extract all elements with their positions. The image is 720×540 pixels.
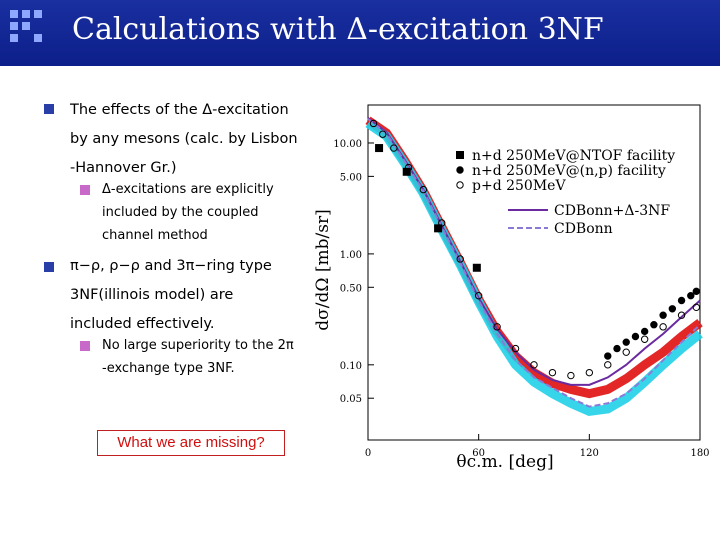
chart: θc.m. [deg] dσ/dΩ [mb/sr] 0.05 0.10 0.50 1.… — [313, 104, 710, 472]
x-tick-label: 60 — [472, 448, 485, 459]
data-point — [585, 368, 594, 377]
legend-label: CDBonn — [554, 221, 613, 237]
y-tick-label: 5.00 — [340, 172, 362, 183]
data-point — [379, 130, 387, 138]
data-point — [456, 255, 464, 263]
data-point — [567, 371, 575, 380]
data-point — [687, 291, 695, 300]
header-bar: Calculations with Δ-excitation 3NF — [0, 0, 720, 66]
y-tick-label: 0.10 — [340, 361, 362, 372]
slide-title: Calculations with Δ-excitation 3NF — [72, 12, 604, 47]
data-point — [668, 305, 677, 313]
line: Δ-excitations are explicitly — [102, 182, 274, 197]
data-point — [511, 344, 520, 353]
y-tick-label: 0.50 — [340, 283, 362, 294]
legend-marker — [456, 166, 464, 174]
data-point — [548, 368, 557, 377]
sub-bullet-text: No large superiority to the 2π -exchange… — [102, 334, 294, 380]
data-point — [604, 352, 612, 360]
icon — [22, 10, 30, 18]
line: by any mesons (calc. by Lisbon — [70, 131, 298, 147]
data-point — [677, 296, 686, 305]
icon — [10, 10, 18, 18]
legend-marker — [456, 181, 464, 189]
y-tick-label: 0.05 — [340, 394, 362, 405]
data-point — [404, 163, 413, 172]
line: -Hannover Gr.) — [70, 160, 177, 176]
icon — [10, 22, 18, 30]
line: included by the coupled — [102, 205, 259, 220]
data-point — [692, 303, 701, 312]
icon — [34, 34, 42, 42]
data-point — [472, 263, 481, 272]
data-point — [604, 361, 612, 369]
x-tick-label: 0 — [365, 448, 371, 459]
data-point — [493, 323, 501, 331]
data-point — [613, 344, 621, 353]
data-point — [640, 335, 649, 343]
sub-bullet-marker — [80, 185, 90, 195]
line: π−ρ, ρ−ρ and 3π−ring type — [70, 258, 272, 274]
bullet-text: π−ρ, ρ−ρ and 3π−ring type 3NF(illinois m… — [70, 252, 272, 339]
bullet-marker — [44, 262, 54, 272]
data-point — [402, 167, 411, 176]
sub-bullet-marker — [80, 341, 90, 351]
data-point — [369, 119, 378, 128]
legend-label: n+d 250MeV@(n,p) facility — [472, 163, 666, 179]
icon — [34, 10, 42, 18]
x-axis-label: θc.m. [deg] — [456, 452, 553, 472]
line: -exchange type 3NF. — [102, 361, 235, 376]
data-point — [622, 348, 630, 356]
bullet-text: The effects of the Δ-excitation by any m… — [70, 96, 298, 183]
data-point — [640, 327, 649, 336]
data-point — [659, 323, 667, 331]
data-point — [375, 144, 384, 153]
plot-frame — [367, 104, 701, 441]
data-point — [530, 361, 538, 369]
data-point — [659, 311, 667, 319]
curve — [367, 118, 701, 408]
legend-label: n+d 250MeV@NTOF facility — [472, 148, 675, 164]
data-point — [650, 320, 658, 329]
line: No large superiority to the 2π — [102, 338, 294, 353]
data-point — [631, 332, 640, 341]
data-point — [677, 311, 686, 319]
legend-label: CDBonn+Δ-3NF — [554, 203, 670, 219]
data-point — [622, 338, 630, 346]
data-point — [390, 144, 398, 152]
legend-marker — [456, 151, 464, 159]
icon — [10, 34, 18, 42]
line: included effectively. — [70, 316, 215, 332]
icon — [22, 22, 30, 30]
data-point — [419, 185, 428, 194]
legend-label: p+d 250MeV — [472, 178, 566, 194]
line: The effects of the Δ-excitation — [70, 102, 289, 118]
y-tick-label: 10.00 — [333, 139, 362, 150]
data-point — [474, 291, 483, 300]
band — [365, 119, 703, 417]
x-tick-label: 180 — [690, 448, 709, 459]
data-point — [438, 219, 446, 227]
y-tick-label: 1.00 — [340, 250, 362, 261]
bullet-marker — [44, 104, 54, 114]
line: 3NF(illinois model) are — [70, 287, 234, 303]
data-point — [692, 287, 701, 296]
sub-bullet-text: Δ-excitations are explicitly included by… — [102, 178, 274, 247]
x-tick-label: 120 — [580, 448, 599, 459]
y-axis-label: dσ/dΩ [mb/sr] — [313, 209, 333, 330]
data-point — [434, 224, 443, 233]
line: channel method — [102, 228, 208, 243]
callout-box: What we are missing? — [97, 430, 285, 456]
